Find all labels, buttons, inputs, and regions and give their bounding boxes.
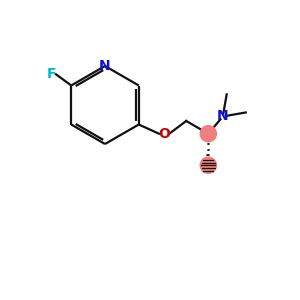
Circle shape <box>200 126 216 142</box>
Text: O: O <box>158 127 170 141</box>
Text: N: N <box>217 110 229 124</box>
Text: N: N <box>99 59 111 73</box>
Text: F: F <box>47 67 56 81</box>
Circle shape <box>200 157 216 173</box>
